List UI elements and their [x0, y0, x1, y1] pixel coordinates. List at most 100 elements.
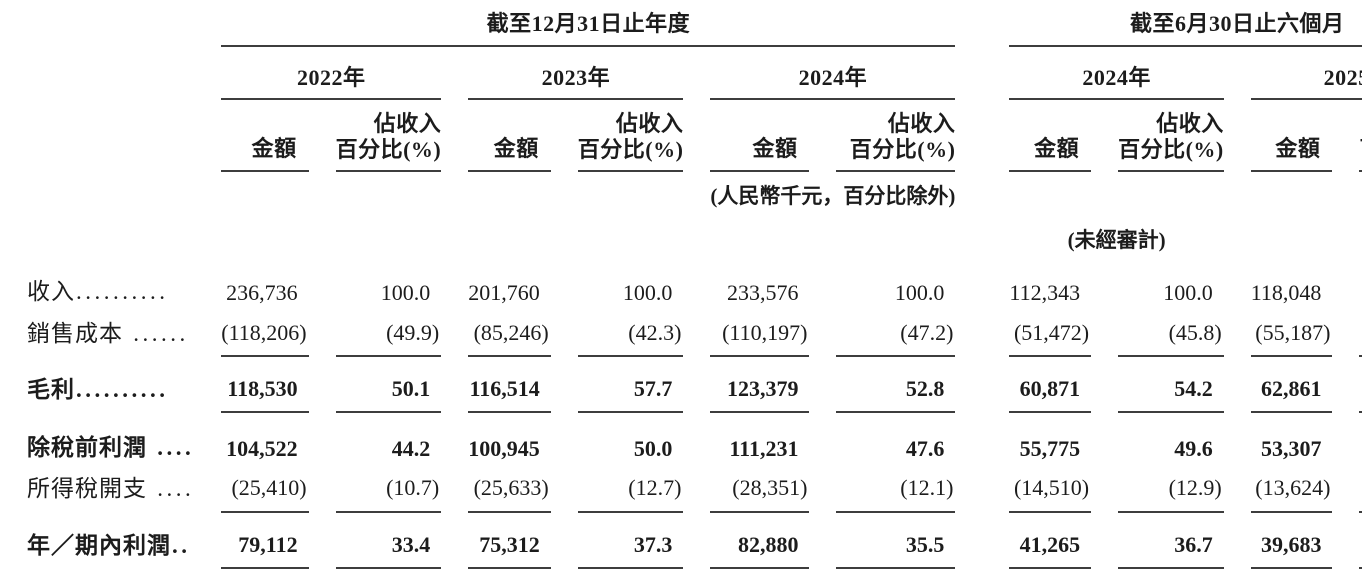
- empty-cell: [1251, 212, 1362, 262]
- amount-header: 金額: [468, 100, 551, 172]
- row-label: 所得稅開支 ....: [27, 465, 194, 513]
- note-unaudited: (未經審計): [1067, 228, 1166, 252]
- row-label: 銷售成本 ......: [27, 311, 194, 357]
- amount-cell: 112,343: [1009, 280, 1081, 305]
- empty-cell: [27, 100, 194, 172]
- pct-cell: 100.0: [622, 280, 673, 305]
- empty-cell: [27, 0, 194, 47]
- units-note-row: (人民幣千元，百分比除外): [27, 172, 1362, 212]
- row-label: 年／期內利潤..: [27, 513, 194, 569]
- period-header-annual: 截至12月31日止年度: [221, 0, 956, 47]
- amount-cell: 60,871: [1009, 357, 1092, 413]
- table-row-cost-of-sales: 銷售成本 ...... (118,206) (49.9) (85,246) (4…: [27, 311, 1362, 357]
- amount-cell: 53,307: [1260, 436, 1322, 461]
- amount-cell: 39,683: [1250, 513, 1333, 569]
- amount-cell: 100,945: [468, 436, 540, 461]
- leader-dots: ..........: [76, 377, 169, 402]
- amount-cell: 118,530: [221, 357, 309, 413]
- pct-cell: 44.2: [391, 436, 431, 461]
- amount-cell: (55,187): [1250, 311, 1333, 357]
- amount-cell: 62,861: [1250, 357, 1333, 413]
- amount-cell: (25,633): [468, 465, 551, 513]
- period-header-row: 截至12月31日止年度 截至6月30日止六個月: [27, 0, 1362, 47]
- amount-cell: 116,514: [468, 357, 551, 413]
- empty-cell: [27, 212, 955, 262]
- table-row-profit-before-tax: 除稅前利潤 .... 104,522 44.2 100,945 50.0 111…: [27, 413, 1362, 465]
- table-row-revenue: 收入.......... 236,736 100.0 201,760 100.0…: [27, 262, 1362, 311]
- pct-header: 佔收入 百分比(%): [1359, 100, 1362, 172]
- pct-header-line2: 百分比(%): [577, 137, 684, 162]
- pct-header-line2: 百分比(%): [335, 137, 442, 162]
- pct-header-line2: 百分比(%): [1359, 137, 1362, 163]
- amount-header: 金額: [1009, 100, 1092, 172]
- amount-cell: 233,576: [726, 280, 799, 305]
- amount-cell: 55,775: [1019, 436, 1081, 461]
- pct-cell: (46.7): [1359, 311, 1362, 357]
- year-header-2024: 2024年: [710, 47, 956, 100]
- pct-header-line1: 佔收入: [373, 111, 442, 136]
- pct-cell: (12.1): [836, 465, 956, 513]
- amount-cell: (25,410): [221, 465, 309, 513]
- amount-cell: (13,624): [1250, 465, 1333, 513]
- row-label-text: 年／期內利潤: [27, 533, 171, 558]
- year-header-row: 2022年 2023年 2024年 2024年 2025年: [27, 47, 1362, 100]
- pct-cell: 100.0: [380, 280, 431, 305]
- pct-cell: 53.3: [1359, 357, 1362, 413]
- amount-cell: 104,522: [226, 436, 298, 461]
- pct-cell: 57.7: [577, 357, 684, 413]
- pct-cell: (45.8): [1118, 311, 1224, 357]
- amount-header: 金額: [710, 100, 810, 172]
- amount-cell: 201,760: [468, 280, 540, 305]
- pct-cell: 52.8: [836, 357, 956, 413]
- amount-cell: 236,736: [226, 280, 298, 305]
- pct-header: 佔收入 百分比(%): [335, 100, 442, 172]
- pct-cell: (49.9): [335, 311, 442, 357]
- table-row-profit-for-period: 年／期內利潤.. 79,112 33.4 75,312 37.3 82,880 …: [27, 513, 1362, 569]
- amount-header: 金額: [1250, 100, 1333, 172]
- pct-header: 佔收入 百分比(%): [577, 100, 684, 172]
- pct-cell: 100.0: [1163, 280, 1213, 305]
- amount-cell: 123,379: [710, 357, 810, 413]
- row-label: 除稅前利潤 ....: [27, 413, 194, 465]
- row-label: 毛利..........: [27, 357, 194, 413]
- year-header-2022: 2022年: [221, 47, 442, 100]
- amount-header: 金額: [221, 100, 309, 172]
- empty-cell: [1009, 172, 1362, 212]
- amount-cell: (28,351): [710, 465, 810, 513]
- amount-cell: 111,231: [729, 436, 799, 461]
- period-header-interim: 截至6月30日止六個月: [1009, 0, 1362, 47]
- amount-cell: 118,048: [1250, 280, 1322, 305]
- pct-cell: 100.0: [894, 280, 945, 305]
- pct-header-line1: 佔收入: [1156, 111, 1224, 136]
- pct-cell: 47.6: [905, 436, 945, 461]
- pct-header-line2: 百分比(%): [849, 137, 956, 162]
- amount-cell: (85,246): [468, 311, 551, 357]
- amount-cell: (51,472): [1009, 311, 1092, 357]
- pct-cell: (12.7): [577, 465, 684, 513]
- amount-cell: 79,112: [221, 513, 309, 569]
- leader-dots: ..........: [76, 279, 169, 304]
- pct-header: 佔收入 百分比(%): [1118, 100, 1224, 172]
- year-header-interim-2024: 2024年: [1009, 47, 1224, 100]
- pct-header-line2: 百分比(%): [1118, 137, 1224, 162]
- amount-cell: (110,197): [710, 311, 810, 357]
- pct-cell: 33.4: [335, 513, 442, 569]
- column-header-row: 金額 佔收入 百分比(%) 金額 佔收入 百分比(%) 金額 佔收入 百分比(%…: [27, 100, 1362, 172]
- row-label: 收入..........: [27, 262, 194, 311]
- leader-dots: ....: [148, 476, 195, 501]
- unaudited-note-row: (未經審計): [27, 212, 1362, 262]
- leader-dots: ......: [124, 321, 189, 346]
- pct-cell: (11.5): [1359, 465, 1362, 513]
- row-label-text: 收入: [27, 279, 75, 304]
- row-label-text: 毛利: [27, 377, 75, 402]
- year-header-interim-2025: 2025年: [1250, 47, 1362, 100]
- pct-cell: 54.2: [1118, 357, 1224, 413]
- pct-cell: 35.5: [836, 513, 956, 569]
- pct-cell: (47.2): [836, 311, 956, 357]
- pct-header: 佔收入 百分比(%): [836, 100, 956, 172]
- table-row-gross-profit: 毛利.......... 118,530 50.1 116,514 57.7 1…: [27, 357, 1362, 413]
- year-header-2023: 2023年: [468, 47, 684, 100]
- pct-cell: 37.3: [577, 513, 684, 569]
- pct-cell: 50.1: [335, 357, 442, 413]
